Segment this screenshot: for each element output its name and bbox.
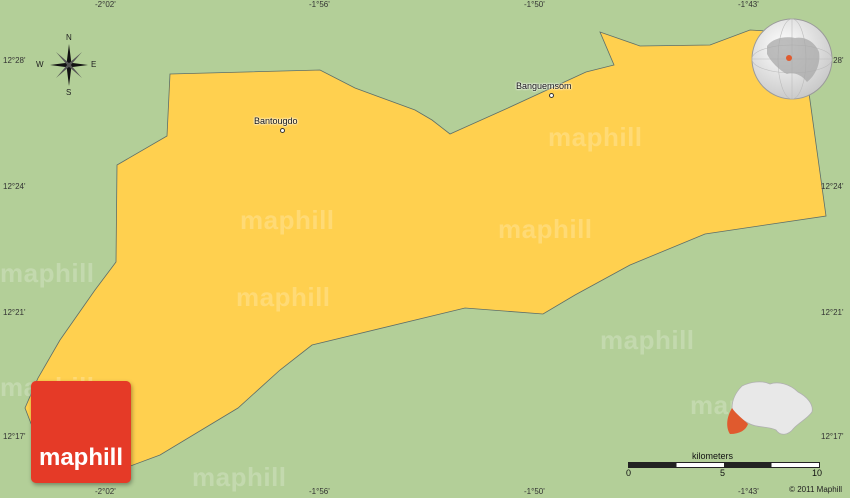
compass-west-label: W: [36, 60, 44, 69]
country-locator-icon: [718, 378, 822, 440]
place-dot-icon: [280, 128, 285, 133]
longitude-label: -1°43': [738, 0, 759, 9]
scale-bar: [628, 462, 820, 468]
place-dot-icon: [549, 93, 554, 98]
longitude-label: -2°02': [95, 487, 116, 496]
copyright-text: © 2011 Maphill: [789, 485, 842, 494]
compass-rose-icon: [46, 40, 92, 90]
watermark: maphill: [236, 282, 331, 312]
region-polygon: [24, 29, 827, 473]
longitude-label: -1°56': [309, 487, 330, 496]
watermark: maphill: [240, 205, 335, 235]
watermark: maphill: [0, 258, 95, 288]
longitude-label: -1°56': [309, 0, 330, 9]
scale-tick-label: 10: [812, 468, 823, 478]
longitude-label: -1°50': [524, 487, 545, 496]
longitude-label: -1°50': [524, 0, 545, 9]
scale-tick-label: 0: [626, 468, 632, 478]
maphill-logo[interactable]: maphill: [31, 381, 131, 483]
compass-north-label: N: [66, 33, 72, 42]
scale-tick-label: 5: [720, 468, 726, 478]
latitude-label: 12°17': [3, 432, 26, 441]
longitude-label: -2°02': [95, 0, 116, 9]
place-label-banguemsom: Banguemsom: [516, 81, 572, 91]
place-label-bantougdo: Bantougdo: [254, 116, 298, 126]
scale-title: kilometers: [692, 451, 734, 461]
watermark: maphill: [192, 462, 287, 492]
compass-south-label: S: [66, 88, 72, 97]
watermark: maphill: [600, 325, 695, 355]
watermark: maphill: [548, 122, 643, 152]
latitude-label: 12°28': [3, 56, 26, 65]
latitude-label: 12°21': [821, 308, 844, 317]
latitude-label: 12°24': [821, 182, 844, 191]
latitude-label: 12°21': [3, 308, 26, 317]
logo-text: maphill: [38, 444, 123, 471]
compass-east-label: E: [91, 60, 97, 69]
longitude-label: -1°43': [738, 487, 759, 496]
globe-locator-icon: [749, 16, 835, 102]
latitude-label: 12°17': [821, 432, 844, 441]
watermark: maphill: [498, 214, 593, 244]
latitude-label: 12°24': [3, 182, 26, 191]
